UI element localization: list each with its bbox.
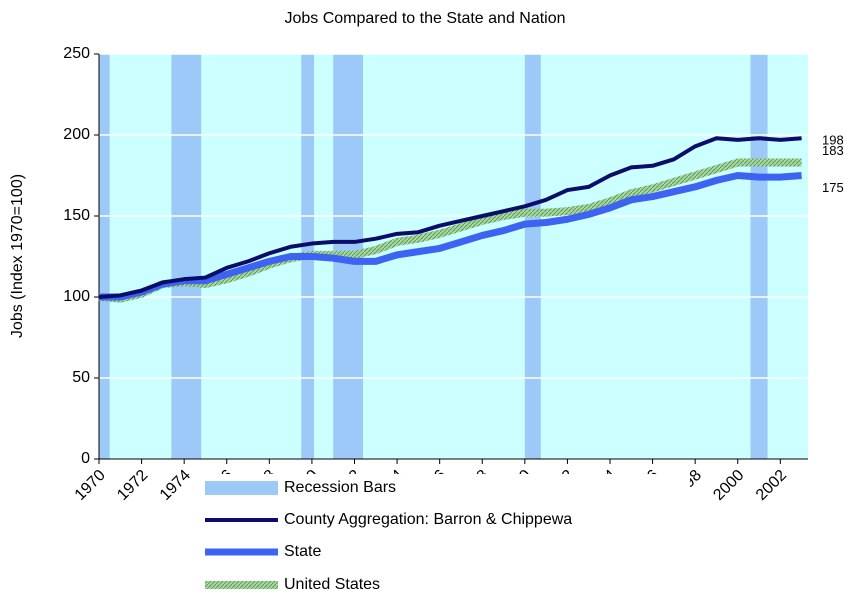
x-tick-label: 1974 [157,467,194,504]
y-tick-label: 0 [81,450,90,467]
recession-bar [99,54,110,459]
series-line [98,158,802,303]
y-tick-label: 50 [72,369,90,386]
recession-bar [750,54,768,459]
legend-label: United States [284,576,380,593]
legend-label: County Aggregation: Barron & Chippewa [284,511,572,528]
legend [200,474,690,598]
end-label: 183 [822,143,844,158]
y-tick-label: 100 [63,288,90,305]
x-tick-label: 2000 [710,467,747,504]
recession-bar [171,54,202,459]
legend-label: Recession Bars [284,479,396,496]
series-line [98,136,802,299]
chart-title: Jobs Compared to the State and Nation [284,10,565,27]
y-tick-label: 200 [63,126,90,143]
series-line [99,172,802,301]
y-tick-label: 150 [63,207,90,224]
end-label: 198 [822,133,844,148]
y-axis-label: Jobs (Index 1970=100) [9,174,26,338]
y-tick-label: 250 [63,45,90,62]
legend-label: State [284,543,321,560]
x-tick-label: 2002 [753,467,790,504]
legend-swatch [205,481,278,495]
x-tick-label: 1970 [72,467,109,504]
plot-area [99,54,808,459]
recession-bar [524,54,541,459]
x-tick-label: 1972 [114,467,151,504]
end-label: 175 [822,180,844,195]
